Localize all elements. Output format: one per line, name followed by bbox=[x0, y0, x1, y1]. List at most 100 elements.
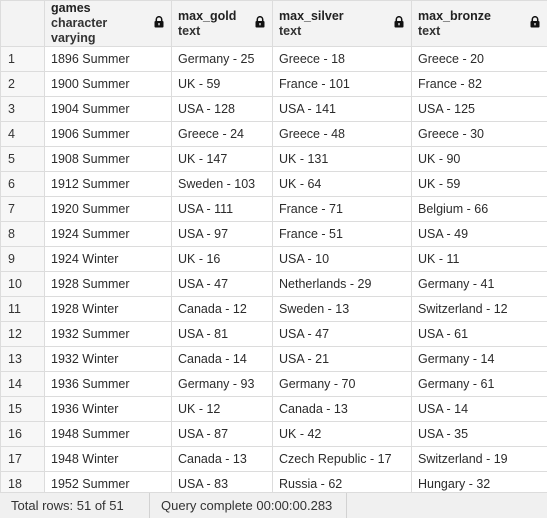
table-cell[interactable]: Germany - 25 bbox=[171, 46, 273, 72]
table-cell[interactable]: USA - 47 bbox=[272, 321, 412, 347]
table-row[interactable]: 3 1904 Summer USA - 128 USA - 141 USA - 125 bbox=[0, 96, 547, 122]
row-number[interactable]: 6 bbox=[0, 171, 45, 197]
table-cell[interactable]: Sweden - 13 bbox=[272, 296, 412, 322]
table-row[interactable]: 16 1948 Summer USA - 87 UK - 42 USA - 35 bbox=[0, 421, 547, 447]
table-cell[interactable]: 1924 Winter bbox=[44, 246, 172, 272]
row-number[interactable]: 1 bbox=[0, 46, 45, 72]
table-row[interactable]: 15 1936 Winter UK - 12 Canada - 13 USA - 14 bbox=[0, 396, 547, 422]
row-number[interactable]: 17 bbox=[0, 446, 45, 472]
table-cell[interactable]: UK - 59 bbox=[171, 71, 273, 97]
table-cell[interactable]: 1936 Summer bbox=[44, 371, 172, 397]
row-number[interactable]: 9 bbox=[0, 246, 45, 272]
table-cell[interactable]: USA - 81 bbox=[171, 321, 273, 347]
table-cell[interactable]: 1900 Summer bbox=[44, 71, 172, 97]
table-cell[interactable]: 1908 Summer bbox=[44, 146, 172, 172]
table-row[interactable]: 9 1924 Winter UK - 16 USA - 10 UK - 11 bbox=[0, 246, 547, 272]
table-cell[interactable]: Canada - 12 bbox=[171, 296, 273, 322]
row-number-header[interactable] bbox=[0, 0, 45, 47]
table-cell[interactable]: UK - 131 bbox=[272, 146, 412, 172]
table-cell[interactable]: Greece - 18 bbox=[272, 46, 412, 72]
table-cell[interactable]: UK - 42 bbox=[272, 421, 412, 447]
column-header-max-gold[interactable]: max_gold text bbox=[171, 0, 273, 47]
table-cell[interactable]: Canada - 13 bbox=[171, 446, 273, 472]
table-cell[interactable]: Belgium - 66 bbox=[411, 196, 547, 222]
table-cell[interactable]: Germany - 41 bbox=[411, 271, 547, 297]
row-number[interactable]: 8 bbox=[0, 221, 45, 247]
table-cell[interactable]: UK - 59 bbox=[411, 171, 547, 197]
table-row[interactable]: 13 1932 Winter Canada - 14 USA - 21 Germany … bbox=[0, 346, 547, 372]
table-cell[interactable]: 1920 Summer bbox=[44, 196, 172, 222]
table-cell[interactable]: 1896 Summer bbox=[44, 46, 172, 72]
table-cell[interactable]: Sweden - 103 bbox=[171, 171, 273, 197]
table-cell[interactable]: 1906 Summer bbox=[44, 121, 172, 147]
table-cell[interactable]: Germany - 14 bbox=[411, 346, 547, 372]
column-header-max-silver[interactable]: max_silver text bbox=[272, 0, 412, 47]
table-cell[interactable]: 1904 Summer bbox=[44, 96, 172, 122]
table-cell[interactable]: USA - 141 bbox=[272, 96, 412, 122]
table-cell[interactable]: France - 101 bbox=[272, 71, 412, 97]
table-cell[interactable]: Greece - 48 bbox=[272, 121, 412, 147]
table-cell[interactable]: UK - 16 bbox=[171, 246, 273, 272]
table-cell[interactable]: 1932 Summer bbox=[44, 321, 172, 347]
table-cell[interactable]: Germany - 93 bbox=[171, 371, 273, 397]
table-row[interactable]: 10 1928 Summer USA - 47 Netherlands - 29 Ger… bbox=[0, 271, 547, 297]
table-cell[interactable]: Canada - 14 bbox=[171, 346, 273, 372]
row-number[interactable]: 3 bbox=[0, 96, 45, 122]
table-cell[interactable]: 1928 Summer bbox=[44, 271, 172, 297]
column-header-max-bronze[interactable]: max_bronze text bbox=[411, 0, 547, 47]
table-row[interactable]: 7 1920 Summer USA - 111 France - 71 Belgium … bbox=[0, 196, 547, 222]
table-cell[interactable]: 1936 Winter bbox=[44, 396, 172, 422]
row-number[interactable]: 12 bbox=[0, 321, 45, 347]
table-cell[interactable]: 1948 Winter bbox=[44, 446, 172, 472]
table-cell[interactable]: USA - 47 bbox=[171, 271, 273, 297]
table-cell[interactable]: USA - 21 bbox=[272, 346, 412, 372]
table-cell[interactable]: France - 82 bbox=[411, 71, 547, 97]
column-header-games[interactable]: games character varying bbox=[44, 0, 172, 47]
table-cell[interactable]: USA - 49 bbox=[411, 221, 547, 247]
table-cell[interactable]: USA - 97 bbox=[171, 221, 273, 247]
table-cell[interactable]: Switzerland - 19 bbox=[411, 446, 547, 472]
table-cell[interactable]: USA - 10 bbox=[272, 246, 412, 272]
row-number[interactable]: 10 bbox=[0, 271, 45, 297]
table-cell[interactable]: 1924 Summer bbox=[44, 221, 172, 247]
table-cell[interactable]: Greece - 24 bbox=[171, 121, 273, 147]
table-row[interactable]: 6 1912 Summer Sweden - 103 UK - 64 UK - 59 bbox=[0, 171, 547, 197]
table-cell[interactable]: 1948 Summer bbox=[44, 421, 172, 447]
table-cell[interactable]: Greece - 30 bbox=[411, 121, 547, 147]
table-cell[interactable]: Greece - 20 bbox=[411, 46, 547, 72]
table-row[interactable]: 1 1896 Summer Germany - 25 Greece - 18 Greec… bbox=[0, 46, 547, 72]
table-cell[interactable]: Netherlands - 29 bbox=[272, 271, 412, 297]
table-cell[interactable]: USA - 125 bbox=[411, 96, 547, 122]
table-cell[interactable]: UK - 64 bbox=[272, 171, 412, 197]
table-cell[interactable]: 1932 Winter bbox=[44, 346, 172, 372]
table-cell[interactable]: UK - 11 bbox=[411, 246, 547, 272]
row-number[interactable]: 11 bbox=[0, 296, 45, 322]
table-cell[interactable]: USA - 87 bbox=[171, 421, 273, 447]
table-cell[interactable]: Germany - 61 bbox=[411, 371, 547, 397]
table-cell[interactable]: Germany - 70 bbox=[272, 371, 412, 397]
table-cell[interactable]: USA - 35 bbox=[411, 421, 547, 447]
table-cell[interactable]: UK - 12 bbox=[171, 396, 273, 422]
row-number[interactable]: 4 bbox=[0, 121, 45, 147]
table-cell[interactable]: 1912 Summer bbox=[44, 171, 172, 197]
table-cell[interactable]: France - 51 bbox=[272, 221, 412, 247]
row-number[interactable]: 16 bbox=[0, 421, 45, 447]
table-cell[interactable]: Czech Republic - 17 bbox=[272, 446, 412, 472]
row-number[interactable]: 7 bbox=[0, 196, 45, 222]
table-cell[interactable]: UK - 147 bbox=[171, 146, 273, 172]
row-number[interactable]: 2 bbox=[0, 71, 45, 97]
table-row[interactable]: 11 1928 Winter Canada - 12 Sweden - 13 Switz… bbox=[0, 296, 547, 322]
table-cell[interactable]: USA - 61 bbox=[411, 321, 547, 347]
table-cell[interactable]: UK - 90 bbox=[411, 146, 547, 172]
row-number[interactable]: 5 bbox=[0, 146, 45, 172]
table-cell[interactable]: USA - 14 bbox=[411, 396, 547, 422]
table-cell[interactable]: Canada - 13 bbox=[272, 396, 412, 422]
table-row[interactable]: 17 1948 Winter Canada - 13 Czech Republic -… bbox=[0, 446, 547, 472]
table-row[interactable]: 2 1900 Summer UK - 59 France - 101 France - … bbox=[0, 71, 547, 97]
table-cell[interactable]: Switzerland - 12 bbox=[411, 296, 547, 322]
table-row[interactable]: 4 1906 Summer Greece - 24 Greece - 48 Greece… bbox=[0, 121, 547, 147]
table-row[interactable]: 8 1924 Summer USA - 97 France - 51 USA - 49 bbox=[0, 221, 547, 247]
row-number[interactable]: 14 bbox=[0, 371, 45, 397]
table-cell[interactable]: USA - 128 bbox=[171, 96, 273, 122]
table-cell[interactable]: France - 71 bbox=[272, 196, 412, 222]
